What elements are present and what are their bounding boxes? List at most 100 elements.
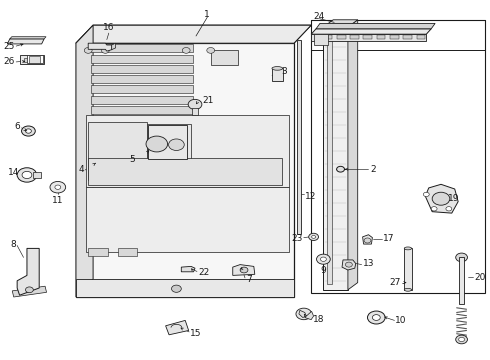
Text: 20: 20 [474,273,486,282]
Circle shape [459,337,465,342]
Bar [377,35,386,39]
Polygon shape [348,20,358,290]
Text: 5: 5 [129,154,135,163]
Circle shape [25,287,33,293]
Circle shape [50,181,66,193]
Bar [311,34,426,41]
Polygon shape [17,248,39,295]
Circle shape [182,48,190,53]
Bar [337,35,345,39]
Polygon shape [311,29,431,34]
Ellipse shape [404,247,412,250]
Circle shape [55,185,61,189]
Polygon shape [323,20,358,27]
Text: 17: 17 [383,234,394,243]
Text: 6: 6 [15,122,21,131]
Bar [416,35,425,39]
Bar [88,122,147,180]
Polygon shape [88,43,112,51]
Text: 7: 7 [246,274,252,284]
Bar [323,27,348,290]
Circle shape [240,267,248,273]
Polygon shape [76,43,294,297]
Circle shape [345,262,352,267]
Bar [88,158,282,185]
Circle shape [22,126,35,136]
Bar [20,55,44,64]
Circle shape [172,285,181,292]
Polygon shape [12,286,47,297]
Text: 19: 19 [448,194,460,203]
Bar [27,55,43,63]
Bar [91,55,193,63]
Bar [91,85,193,94]
Bar [192,108,198,115]
Circle shape [309,233,318,240]
Bar [148,125,187,159]
Text: 13: 13 [363,259,374,268]
Text: 2: 2 [370,165,375,174]
Bar [147,124,191,178]
Text: 9: 9 [320,266,326,275]
Polygon shape [316,23,435,29]
Text: 21: 21 [202,95,213,104]
Circle shape [337,166,344,172]
Text: 1: 1 [204,10,210,19]
Bar [91,75,193,83]
Circle shape [312,235,316,238]
Polygon shape [233,265,255,275]
Bar [211,50,238,65]
Bar [327,29,332,284]
Bar [404,248,412,290]
Bar [76,279,294,297]
Polygon shape [363,235,372,244]
Polygon shape [299,310,306,318]
Polygon shape [7,39,44,44]
Text: 3: 3 [281,67,287,76]
Polygon shape [76,25,311,43]
Bar [118,248,137,256]
Bar [91,96,193,104]
Text: 16: 16 [103,23,115,32]
Bar [33,172,41,178]
Circle shape [317,254,330,264]
Bar [91,44,193,52]
Polygon shape [76,25,311,43]
Circle shape [364,238,371,243]
Bar [86,187,289,252]
Circle shape [446,207,452,211]
Bar [311,20,485,293]
Polygon shape [10,37,46,39]
Circle shape [423,192,429,197]
Text: 18: 18 [313,315,324,324]
Polygon shape [76,25,93,297]
Bar [272,68,283,81]
Bar [86,115,289,187]
Bar [297,40,301,234]
Polygon shape [305,311,314,320]
Circle shape [431,207,437,211]
Polygon shape [181,266,195,272]
Circle shape [296,308,312,320]
Circle shape [372,315,380,320]
Bar [363,35,372,39]
Circle shape [188,99,202,109]
Bar [88,248,108,256]
Bar [314,34,328,45]
Polygon shape [425,184,458,213]
Ellipse shape [272,67,283,70]
Text: 4: 4 [79,165,84,174]
Bar [323,35,332,39]
Text: 12: 12 [305,192,316,201]
Bar [311,20,485,50]
Polygon shape [112,43,116,50]
Bar [91,65,193,73]
Circle shape [456,253,467,262]
Bar [24,58,37,62]
Text: 10: 10 [395,316,407,325]
Bar [350,35,359,39]
Circle shape [368,311,385,324]
Circle shape [320,257,326,261]
Circle shape [84,48,92,53]
Text: 27: 27 [390,278,401,287]
